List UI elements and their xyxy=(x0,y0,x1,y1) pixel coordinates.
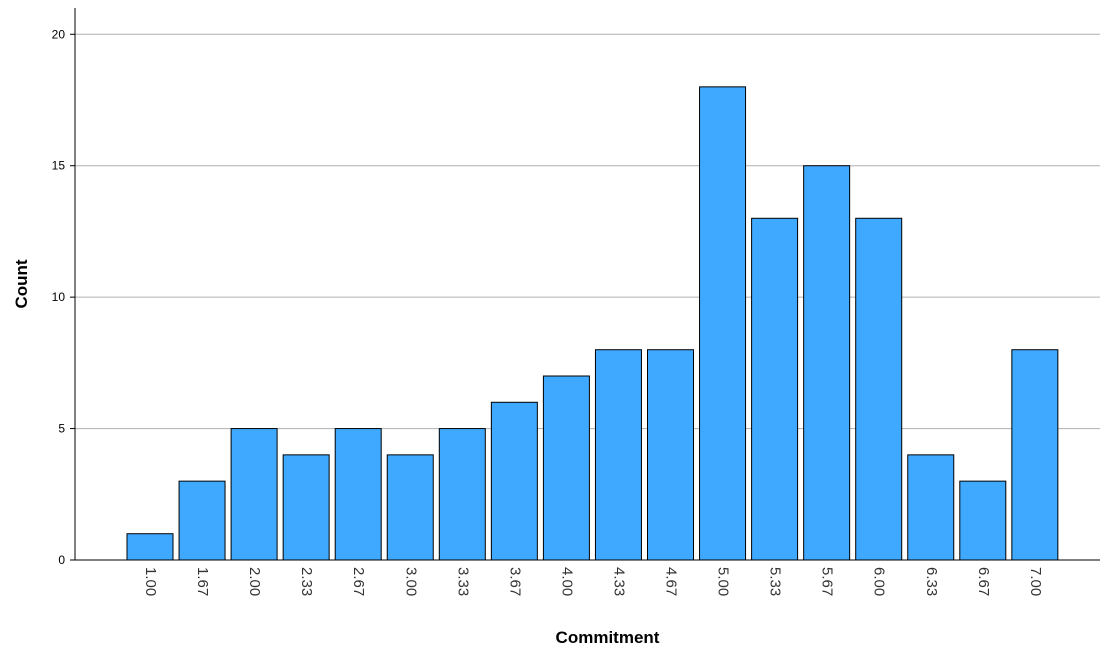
x-tick-label: 5.67 xyxy=(819,567,836,596)
bar xyxy=(803,165,851,561)
x-tick-label: 3.00 xyxy=(402,567,419,596)
x-tick-label: 7.00 xyxy=(1027,567,1044,596)
x-tick-label: 5.00 xyxy=(715,567,732,596)
bar xyxy=(386,454,434,561)
bar xyxy=(282,454,330,561)
bar xyxy=(126,533,174,561)
bar xyxy=(699,86,747,561)
y-axis-title: Count xyxy=(12,259,31,308)
x-tick-label: 6.33 xyxy=(923,567,940,596)
y-tick-label: 15 xyxy=(52,159,66,173)
bar xyxy=(855,217,903,561)
x-tick-label: 4.67 xyxy=(663,567,680,596)
x-tick-label: 3.33 xyxy=(454,567,471,596)
x-tick-label: 2.67 xyxy=(350,567,367,596)
bar xyxy=(1011,349,1059,561)
bar xyxy=(230,428,278,561)
x-tick-label: 5.33 xyxy=(767,567,784,596)
y-tick-label: 5 xyxy=(58,422,65,436)
x-tick-label: 4.33 xyxy=(610,567,627,596)
bar xyxy=(907,454,955,561)
bar xyxy=(959,480,1007,561)
x-tick-label: 6.00 xyxy=(871,567,888,596)
x-tick-label: 3.67 xyxy=(506,567,523,596)
axes xyxy=(74,8,1100,561)
bar xyxy=(334,428,382,561)
bar xyxy=(751,217,799,561)
x-tick-label: 1.67 xyxy=(194,567,211,596)
bar xyxy=(647,349,694,561)
bar xyxy=(542,375,590,561)
x-tick-labels: 1.00 1.67 2.00 2.33 2.67 3.00 3.33 3.67 4.00 4.33… xyxy=(142,567,1044,596)
bar xyxy=(490,401,538,561)
bar xyxy=(178,480,226,561)
x-tick-label: 1.00 xyxy=(142,567,159,596)
x-tick-label: 6.67 xyxy=(975,567,992,596)
bar xyxy=(594,349,642,561)
x-axis-title: Commitment xyxy=(556,628,660,647)
bars xyxy=(126,86,1059,561)
x-tick-label: 2.33 xyxy=(298,567,315,596)
bar xyxy=(438,428,486,561)
y-tick-label: 0 xyxy=(58,553,65,567)
y-tick-label: 10 xyxy=(52,290,66,304)
y-tick-labels: 0 5 10 15 20 xyxy=(52,27,66,567)
x-tick-label: 2.00 xyxy=(246,567,263,596)
x-tick-label: 4.00 xyxy=(558,567,575,596)
y-tick-label: 20 xyxy=(52,27,66,41)
